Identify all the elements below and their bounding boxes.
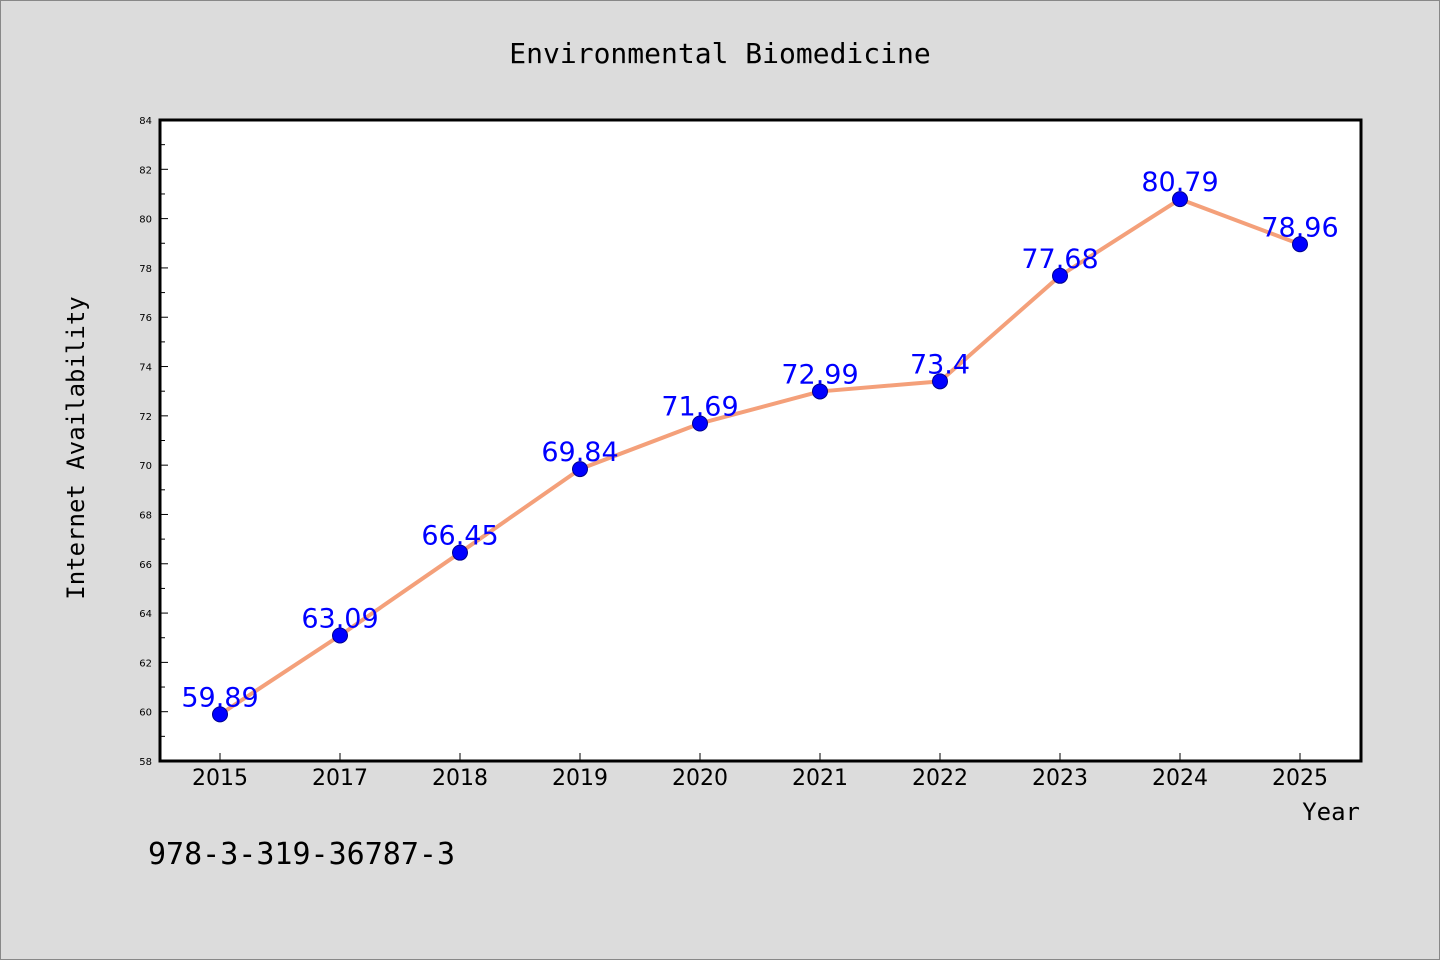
x-axis-label: Year [1302,798,1360,826]
x-axis: 2015 2017 2018 2019 2020 2021 2022 2023 2024 2025 [192,753,1328,791]
y-tick-label: 68 [139,510,152,521]
data-point-marker [1292,236,1308,253]
data-point-marker [812,383,828,400]
data-point-marker [1172,191,1188,208]
data-point-marker [332,627,348,644]
data-labels: 59.89 63.09 66.45 69.84 71.69 72.99 73.4 77.68 8… [181,167,1338,713]
data-point-marker [452,544,468,561]
data-value-label: 73.4 [910,349,970,380]
data-value-label: 66.45 [421,521,498,552]
y-tick-label: 78 [139,264,152,275]
x-tick-label: 2020 [672,766,728,791]
data-point-marker [692,415,708,432]
x-tick-label: 2018 [432,766,488,791]
y-tick-label: 62 [139,658,152,669]
data-point-marker [572,461,588,478]
x-tick-label: 2019 [552,766,608,791]
y-tick-label: 76 [139,313,152,324]
y-axis-label: Internet Availability [62,296,90,599]
data-value-label: 80.79 [1141,167,1218,198]
chart-title: Environmental Biomedicine [509,37,930,70]
y-tick-label: 74 [139,363,152,374]
data-markers [212,191,1308,723]
y-tick-label: 80 [139,215,152,226]
x-tick-label: 2022 [912,766,968,791]
y-tick-label: 72 [139,412,152,423]
y-axis: 58 60 62 64 66 68 70 72 74 76 78 80 82 84 [139,116,168,768]
y-tick-label: 82 [139,165,152,176]
y-tick-label: 60 [139,708,152,719]
data-point-marker [932,373,948,390]
data-point-marker [1052,267,1068,284]
data-value-label: 72.99 [781,359,858,390]
series-line-group [218,197,1302,717]
x-tick-label: 2017 [312,766,368,791]
y-tick-label: 58 [139,757,152,768]
y-tick-label: 66 [139,560,152,571]
data-value-label: 77.68 [1021,244,1098,275]
data-value-label: 71.69 [661,391,738,422]
data-value-label: 63.09 [301,604,378,635]
data-value-label: 59.89 [181,682,258,713]
y-tick-label: 64 [139,609,152,620]
series-line [218,197,1302,717]
plot-area [158,118,1363,763]
x-tick-label: 2024 [1152,766,1208,791]
x-tick-label: 2023 [1032,766,1088,791]
x-tick-label: 2021 [792,766,848,791]
y-tick-label: 84 [139,116,152,127]
isbn-text: 978-3-319-36787-3 [148,837,455,872]
data-value-label: 78.96 [1261,212,1338,243]
data-value-label: 69.84 [541,437,618,468]
x-tick-label: 2025 [1272,766,1328,791]
y-tick-label: 70 [139,461,152,472]
data-point-marker [212,706,228,723]
x-tick-label: 2015 [192,766,248,791]
